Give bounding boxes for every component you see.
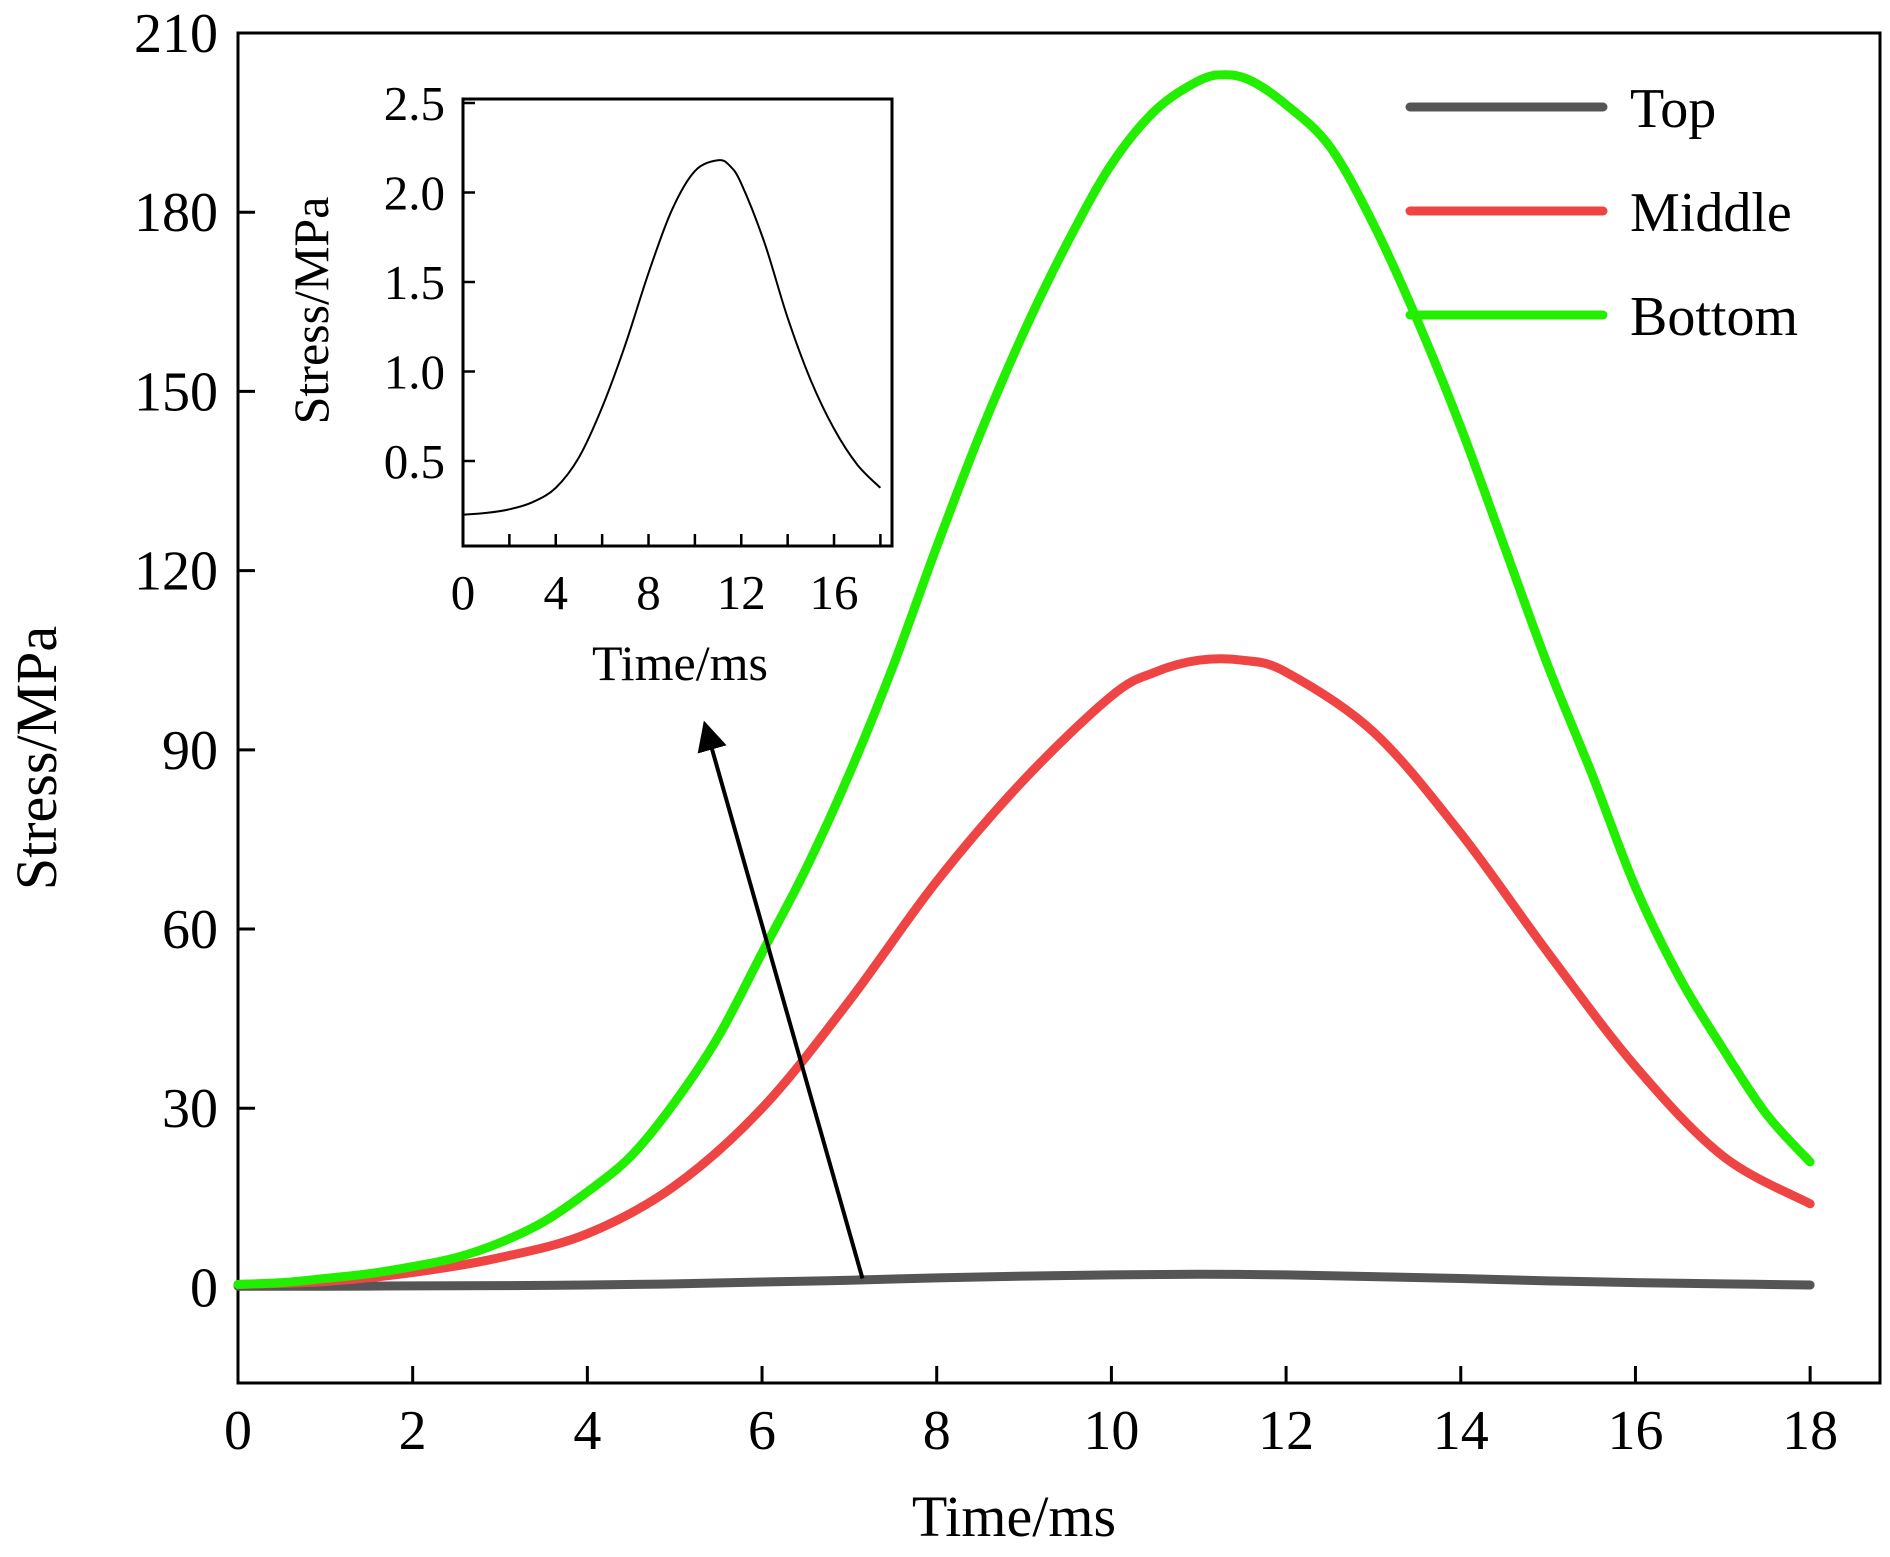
inset-x-tick-label: 0 <box>451 565 476 620</box>
legend-label-bottom: Bottom <box>1630 286 1798 348</box>
x-tick-label: 4 <box>573 1400 601 1462</box>
legend-label-top: Top <box>1630 78 1716 140</box>
inset-chart: 0 4 8 12 16 0.5 1.0 1.5 2.0 2.5 Time/ms Stress/MPa <box>283 76 894 691</box>
x-axis-title: Time/ms <box>912 1484 1116 1549</box>
y-tick-label: 90 <box>162 720 218 782</box>
x-tick-label: 10 <box>1083 1400 1139 1462</box>
y-tick-label: 180 <box>134 182 218 244</box>
x-tick-label: 0 <box>224 1400 252 1462</box>
inset-y-tick-label: 1.5 <box>384 255 445 310</box>
inset-y-axis-title: Stress/MPa <box>283 197 339 425</box>
callout-arrow-line <box>697 720 865 1280</box>
x-tick-label: 6 <box>748 1400 776 1462</box>
y-tick-label: 150 <box>134 361 218 423</box>
y-tick-label: 0 <box>190 1257 218 1319</box>
inset-y-tick-label: 2.5 <box>384 76 445 131</box>
plot-frame <box>236 31 1882 1385</box>
callout-arrow <box>697 720 865 1280</box>
inset-series-line <box>462 159 882 516</box>
inset-y-tick-label: 0.5 <box>384 434 445 489</box>
y-tick-label: 60 <box>162 899 218 961</box>
legend-label-middle: Middle <box>1630 182 1792 244</box>
inset-y-tick-label: 2.0 <box>384 166 445 221</box>
x-tick-label: 14 <box>1433 1400 1489 1462</box>
y-tick-label: 120 <box>134 541 218 603</box>
x-tick-label: 16 <box>1607 1400 1663 1462</box>
inset-x-tick-label: 4 <box>544 565 569 620</box>
x-tick-label: 8 <box>923 1400 951 1462</box>
inset-x-tick-label: 8 <box>636 565 661 620</box>
inset-x-tick-label: 12 <box>717 565 766 620</box>
x-tick-label: 12 <box>1258 1400 1314 1462</box>
inset-x-axis-title: Time/ms <box>592 635 768 691</box>
inset-x-tick-label: 16 <box>810 565 859 620</box>
series-line-middle <box>233 654 1815 1289</box>
y-axis-title: Stress/MPa <box>4 626 69 890</box>
y-tick-label: 210 <box>134 3 218 65</box>
y-tick-label: 30 <box>162 1078 218 1140</box>
inset-y-tick-label: 1.0 <box>384 345 445 400</box>
x-tick-label: 2 <box>399 1400 427 1462</box>
main-chart: 0 2 4 6 8 10 12 14 16 180306090120150180210Time/m… <box>4 3 1882 1549</box>
inset-frame <box>461 97 894 548</box>
series-line-top <box>233 1269 1815 1291</box>
x-tick-label: 18 <box>1782 1400 1838 1462</box>
series-line-bottom <box>233 70 1815 1289</box>
